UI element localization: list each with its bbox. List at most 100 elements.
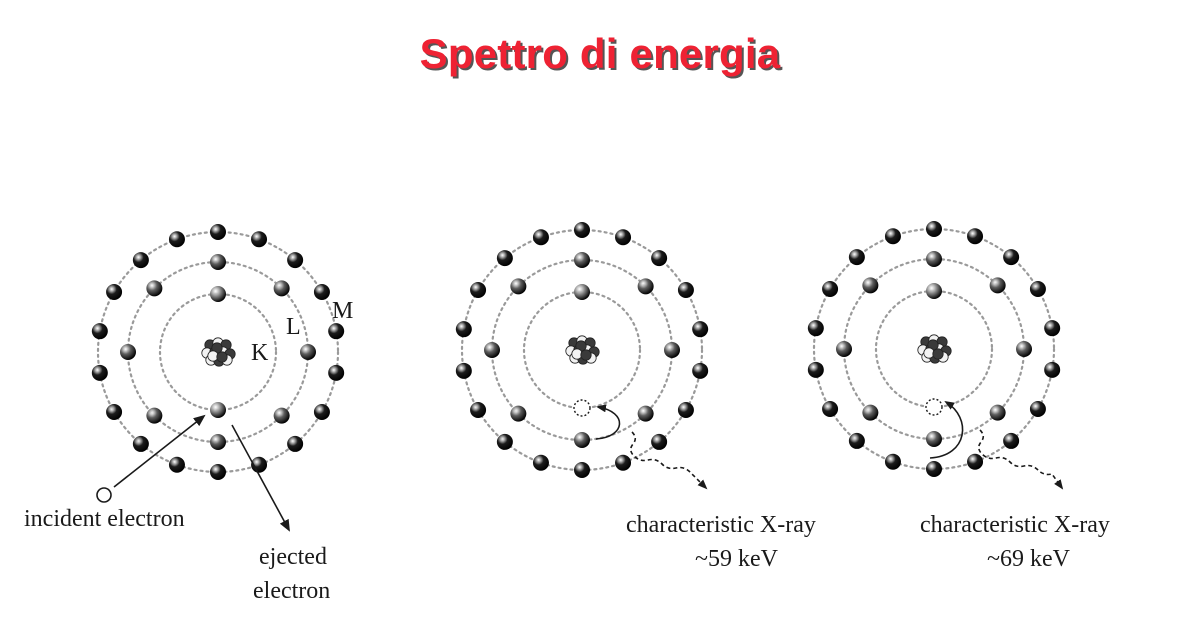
transition-arrow-m-to-k: [929, 400, 964, 459]
electron: [967, 453, 984, 470]
electron: [484, 342, 500, 358]
ejected-label-line1: ejected: [259, 544, 327, 570]
nucleon: [580, 349, 592, 361]
electron: [532, 454, 549, 471]
energy-label: ~69 keV: [987, 546, 1071, 572]
electron: [328, 364, 345, 381]
electron: [106, 404, 123, 420]
electron: [692, 362, 709, 379]
incident-arrow: [113, 414, 206, 488]
atom-panel-2: characteristic X-ray ~59 keV: [455, 222, 816, 572]
electron: [496, 250, 513, 267]
electron: [251, 231, 268, 248]
electron: [807, 320, 824, 337]
electron: [146, 407, 163, 424]
vacancy-marker: [573, 399, 591, 417]
atom-3: [807, 221, 1061, 477]
electron: [132, 435, 149, 452]
electron: [574, 284, 590, 300]
electron: [287, 435, 304, 452]
electron: [677, 402, 694, 418]
atom-2: [455, 222, 709, 478]
electron: [168, 231, 185, 248]
electron: [210, 402, 226, 418]
electron: [822, 281, 839, 297]
shell-label-l: L: [286, 314, 301, 340]
electron: [884, 453, 901, 470]
electron: [455, 362, 472, 379]
electron: [1044, 320, 1061, 337]
electron: [132, 252, 149, 269]
electron: [1016, 341, 1032, 357]
electron: [273, 280, 290, 297]
electron: [210, 254, 226, 270]
electron: [91, 364, 108, 381]
xray-label: characteristic X-ray: [920, 512, 1110, 538]
incident-electron-label: incident electron: [24, 506, 185, 532]
atom-panel-3: characteristic X-ray ~69 keV: [807, 221, 1110, 572]
electron: [496, 433, 513, 450]
atom-1: [91, 224, 345, 480]
electron: [210, 286, 226, 302]
vacancy-marker: [925, 398, 943, 416]
electron: [574, 432, 590, 448]
electron: [967, 228, 984, 245]
electron: [510, 278, 527, 295]
electron: [532, 229, 549, 246]
electron: [615, 454, 632, 471]
electron: [862, 404, 879, 421]
page-title: Spettro di energia: [419, 30, 781, 77]
electron: [884, 228, 901, 245]
xray-label: characteristic X-ray: [626, 512, 816, 538]
electron: [287, 252, 304, 269]
electron: [106, 284, 123, 300]
electron: [926, 431, 942, 447]
ejected-label-line2: electron: [253, 578, 330, 604]
ejected-arrow: [231, 424, 290, 532]
electron: [574, 462, 590, 478]
atom-panel-1: K L M incident electron ejected electron: [24, 224, 353, 604]
electron: [836, 341, 852, 357]
electron: [91, 323, 108, 340]
nucleon: [932, 348, 944, 360]
electron: [677, 282, 694, 298]
electron: [651, 250, 668, 267]
electron: [1003, 432, 1020, 449]
shell-label-k: K: [251, 340, 269, 366]
electron: [848, 432, 865, 449]
nucleon: [216, 351, 228, 363]
energy-label: ~59 keV: [695, 546, 779, 572]
electron: [1003, 249, 1020, 266]
electron: [862, 277, 879, 294]
electron: [313, 404, 330, 420]
electron: [574, 252, 590, 268]
electron: [651, 433, 668, 450]
electron: [637, 278, 654, 295]
electron: [210, 224, 226, 240]
electron: [1029, 281, 1046, 297]
electron: [470, 282, 487, 298]
electron: [926, 283, 942, 299]
electron: [1029, 401, 1046, 417]
electron: [615, 229, 632, 246]
electron: [1044, 361, 1061, 378]
transition-arrow-l-to-k: [595, 404, 621, 440]
electron: [300, 344, 316, 360]
electron: [210, 464, 226, 480]
electron: [455, 321, 472, 338]
electron: [146, 280, 163, 297]
electron: [470, 402, 487, 418]
electron: [926, 461, 942, 477]
electron: [926, 221, 942, 237]
xray-wave-arrow: [977, 429, 1064, 490]
electron: [692, 321, 709, 338]
electron: [989, 277, 1006, 294]
electron: [210, 434, 226, 450]
electron: [120, 344, 136, 360]
electron: [168, 456, 185, 473]
electron: [313, 284, 330, 300]
electron: [989, 404, 1006, 421]
electron: [574, 222, 590, 238]
shell-label-m: M: [332, 298, 353, 324]
